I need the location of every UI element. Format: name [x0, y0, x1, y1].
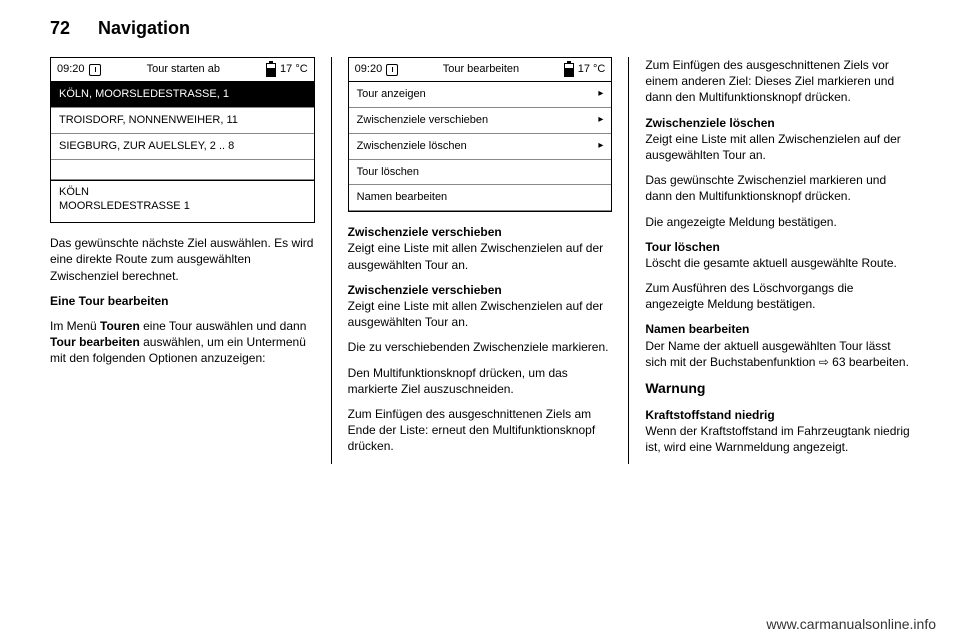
page-header: 72 Navigation	[50, 18, 910, 39]
list-item[interactable]: Tour anzeigen	[349, 82, 612, 108]
footer-line-2: MOORSLEDESTRASSE 1	[59, 199, 306, 214]
section-heading: Warnung	[645, 379, 910, 398]
body-text: Im Menü Touren eine Tour auswäh­len und …	[50, 318, 315, 367]
body-text: Kraftstoffstand niedrig Wenn der Kraftst…	[645, 407, 910, 456]
page-number: 72	[50, 18, 70, 39]
inline-heading: Zwischenziele verschieben	[348, 283, 502, 297]
screen-tour-start: 09:20 Tour starten ab 17 °C KÖLN, MOORSL…	[50, 57, 315, 223]
screen-status-bar: 09:20 Tour starten ab 17 °C	[51, 58, 314, 82]
battery-icon	[564, 63, 574, 77]
body-text: Den Multifunktionsknopf drücken, um das …	[348, 365, 613, 397]
list-item[interactable]: KÖLN, MOORSLEDESTRASSE, 1	[51, 82, 314, 108]
column-3: Zum Einfügen des ausgeschnittenen Ziels …	[629, 57, 910, 464]
inline-heading: Tour löschen	[645, 240, 719, 254]
inline-heading: Kraftstoffstand niedrig	[645, 408, 774, 422]
list-item[interactable]: Zwischenziele löschen	[349, 134, 612, 160]
screen-time: 09:20	[355, 62, 399, 77]
watermark-url: www.carmanualsonline.info	[766, 616, 936, 632]
screen-title: Tour starten ab	[101, 62, 267, 77]
screen-temp: 17 °C	[564, 62, 606, 77]
column-1: 09:20 Tour starten ab 17 °C KÖLN, MOORSL…	[50, 57, 331, 464]
inline-heading: Namen bearbeiten	[645, 322, 749, 336]
clock-icon	[89, 64, 101, 76]
time-value: 09:20	[355, 62, 383, 77]
screen-temp: 17 °C	[266, 62, 308, 77]
column-2: 09:20 Tour bearbeiten 17 °C Tour anzeige…	[332, 57, 629, 464]
body-text: Zwischenziele verschieben Zeigt eine Lis…	[348, 282, 613, 331]
body-text: Die zu verschiebenden Zwischen­ziele mar…	[348, 339, 613, 355]
temp-value: 17 °C	[280, 62, 308, 77]
time-value: 09:20	[57, 62, 85, 77]
screen-footer: KÖLN MOORSLEDESTRASSE 1	[51, 180, 314, 223]
body-text: Zum Einfügen des ausgeschnittenen Ziels …	[645, 57, 910, 106]
body-text: Zwischenziele verschieben Zeigt eine Lis…	[348, 224, 613, 273]
inline-heading: Zwischenziele löschen	[645, 116, 774, 130]
list-item[interactable]: SIEGBURG, ZUR AUELSLEY, 2 .. 8	[51, 134, 314, 160]
page-title: Navigation	[98, 18, 190, 39]
body-text: Namen bearbeiten Der Name der aktuell au…	[645, 321, 910, 370]
body-text: Zwischenziele löschen Zeigt eine Liste m…	[645, 115, 910, 164]
list-item[interactable]: Zwischenziele verschieben	[349, 108, 612, 134]
body-text: Zum Einfügen des ausgeschnittenen Ziels …	[348, 406, 613, 455]
battery-icon	[266, 63, 276, 77]
section-heading: Eine Tour bearbeiten	[50, 293, 315, 309]
body-text: Zum Ausführen des Löschvorgangs die ange…	[645, 280, 910, 312]
list-item[interactable]: TROISDORF, NONNENWEIHER, 11	[51, 108, 314, 134]
inline-heading: Zwischenziele verschieben	[348, 225, 502, 239]
body-text: Die angezeigte Meldung bestätigen.	[645, 214, 910, 230]
screen-status-bar: 09:20 Tour bearbeiten 17 °C	[349, 58, 612, 82]
screen-time: 09:20	[57, 62, 101, 77]
body-text: Das gewünschte Zwischenziel mar­kieren u…	[645, 172, 910, 204]
screen-list: KÖLN, MOORSLEDESTRASSE, 1 TROISDORF, NON…	[51, 82, 314, 180]
body-text: Tour löschen Löscht die gesamte aktuell …	[645, 239, 910, 271]
screen-title: Tour bearbeiten	[398, 62, 564, 77]
clock-icon	[386, 64, 398, 76]
footer-line-1: KÖLN	[59, 185, 306, 200]
screen-tour-edit: 09:20 Tour bearbeiten 17 °C Tour anzeige…	[348, 57, 613, 212]
list-item-empty	[51, 160, 314, 180]
body-text: Das gewünschte nächste Ziel aus­wählen. …	[50, 235, 315, 284]
list-item[interactable]: Namen bearbeiten	[349, 185, 612, 211]
screen-list: Tour anzeigen Zwischenziele verschieben …	[349, 82, 612, 211]
list-item[interactable]: Tour löschen	[349, 160, 612, 186]
temp-value: 17 °C	[578, 62, 606, 77]
